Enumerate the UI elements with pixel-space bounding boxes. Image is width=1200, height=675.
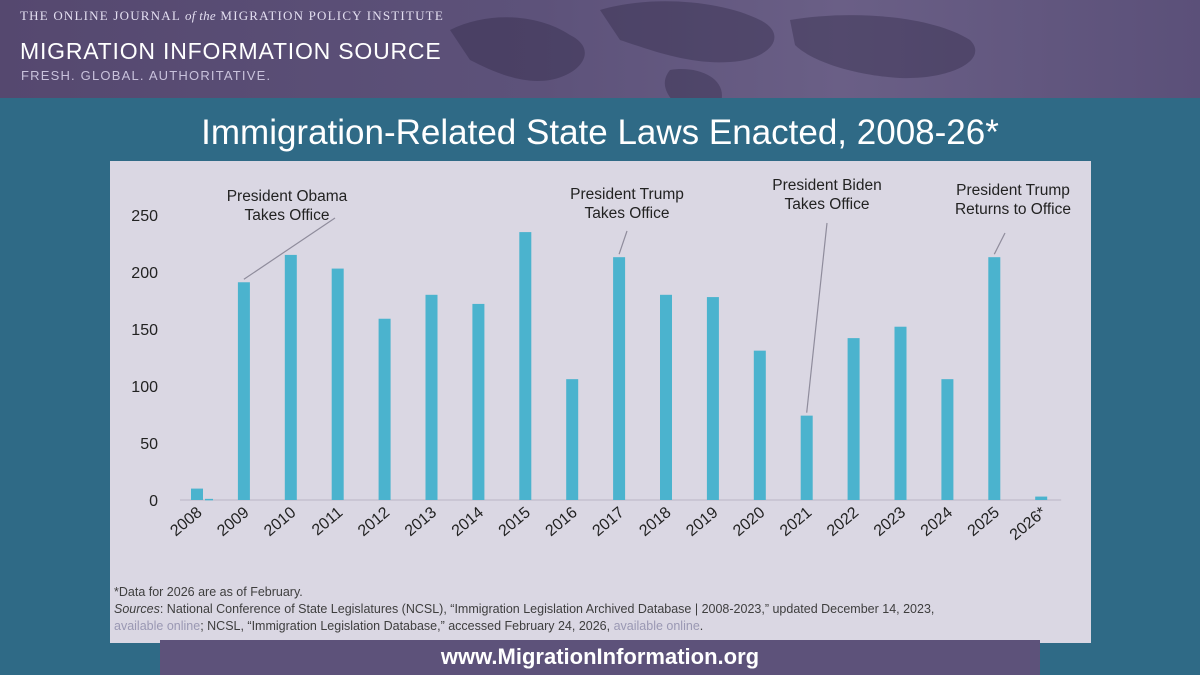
bar: [331, 268, 344, 500]
journal-prefix: THE ONLINE JOURNAL: [20, 8, 185, 23]
source-link-1[interactable]: available online: [114, 619, 201, 633]
bar: [1035, 496, 1048, 500]
brand-tagline: FRESH. GLOBAL. AUTHORITATIVE.: [21, 68, 272, 83]
bar: [191, 488, 203, 500]
x-tick-label: 2023: [871, 504, 909, 540]
bar: [378, 318, 391, 500]
header-banner: THE ONLINE JOURNAL of the MIGRATION POLI…: [0, 0, 1200, 98]
x-tick-label: 2026*: [1007, 504, 1050, 544]
bar: [800, 415, 813, 500]
chart-notes: *Data for 2026 are as of February. Sourc…: [114, 584, 1084, 635]
y-tick-label: 50: [140, 436, 158, 453]
sources-line: Sources: National Conference of State Le…: [114, 601, 1084, 635]
x-tick-label: 2014: [449, 504, 487, 540]
x-tick-label: 2008: [167, 504, 205, 540]
sources-end: .: [699, 619, 704, 633]
bar: [237, 282, 250, 500]
x-tick-label: 2021: [777, 504, 815, 540]
annotation-leader-line: [993, 232, 1006, 255]
chart-title: Immigration-Related State Laws Enacted, …: [201, 113, 999, 152]
x-tick-label: 2019: [683, 504, 721, 540]
brand-title[interactable]: MIGRATION INFORMATION SOURCE: [20, 38, 442, 64]
bar: [472, 303, 485, 500]
bar: [519, 232, 532, 500]
bar: [894, 326, 907, 500]
x-tick-label: 2024: [918, 504, 956, 540]
y-tick-label: 100: [131, 379, 158, 396]
x-tick-label: 2016: [543, 504, 581, 540]
annotation-leader-line: [618, 230, 628, 255]
sources-label: Sources: [114, 602, 160, 616]
annotation-leader-line: [806, 222, 828, 413]
annotation-label: President Obama: [227, 188, 348, 205]
bar: [753, 350, 766, 500]
secondary-bar: [205, 498, 213, 501]
journal-suffix: MIGRATION POLICY INSTITUTE: [215, 8, 444, 23]
x-tick-label: 2018: [636, 504, 674, 540]
journal-line: THE ONLINE JOURNAL of the MIGRATION POLI…: [20, 8, 444, 24]
bar: [613, 257, 626, 500]
x-tick-label: 2009: [214, 504, 252, 540]
x-tick-label: 2025: [965, 504, 1003, 540]
bar: [425, 294, 438, 500]
chart-panel: 0 50 100 150 200 250 2008 2009 2010 2011 2012 2013 2…: [110, 161, 1091, 643]
y-tick-label: 200: [131, 265, 158, 282]
source-link-2[interactable]: available online: [613, 619, 700, 633]
annotation-label: President Trump: [570, 186, 684, 203]
annotation-label: Takes Office: [584, 205, 669, 222]
annotation-label: President Trump: [956, 182, 1070, 199]
annotation-label: Returns to Office: [955, 201, 1071, 218]
sources-text-1: : National Conference of State Legislatu…: [159, 602, 935, 616]
y-tick-label: 150: [131, 322, 158, 339]
bar: [988, 257, 1001, 500]
annotation-label: Takes Office: [244, 207, 329, 224]
annotation-label: Takes Office: [784, 196, 869, 213]
bar: [941, 379, 954, 500]
bar: [566, 379, 579, 500]
y-tick-label: 250: [131, 208, 158, 225]
y-tick-label: 0: [149, 493, 158, 510]
bar: [706, 297, 719, 500]
footer-band: [160, 640, 1040, 675]
annotation-leader-line: [243, 217, 336, 280]
x-tick-label: 2020: [730, 504, 768, 540]
footer-url[interactable]: www.MigrationInformation.org: [440, 644, 760, 669]
sources-text-2: ; NCSL, “Immigration Legislation Databas…: [200, 619, 614, 633]
journal-of-the: of the: [184, 8, 216, 23]
x-tick-label: 2013: [402, 504, 440, 540]
annotation-label: President Biden: [772, 177, 881, 194]
x-tick-label: 2012: [355, 504, 393, 540]
bar: [660, 294, 672, 500]
x-tick-label: 2011: [309, 504, 346, 539]
bar: [847, 338, 860, 500]
x-tick-label: 2017: [589, 504, 627, 540]
bar: [284, 254, 297, 500]
x-tick-label: 2010: [261, 504, 299, 540]
world-map-graphic: [450, 1, 976, 98]
x-tick-label: 2015: [496, 504, 534, 540]
x-tick-label: 2022: [824, 504, 862, 540]
footnote: *Data for 2026 are as of February.: [114, 585, 303, 599]
